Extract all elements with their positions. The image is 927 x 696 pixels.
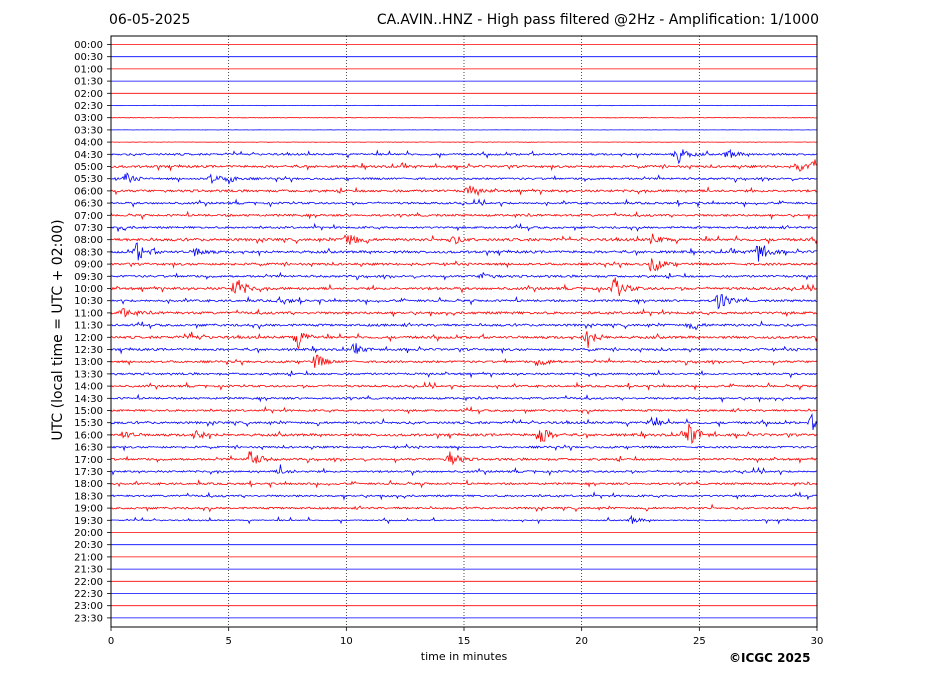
y-tick-label: 22:00 (74, 577, 103, 588)
y-tick-label: 14:00 (74, 382, 103, 393)
trace-1330 (110, 369, 818, 379)
y-tick-label: 09:00 (74, 260, 103, 271)
plot-frame (110, 35, 818, 628)
trace-1130 (110, 320, 817, 331)
y-tick-label: 02:00 (74, 89, 103, 100)
y-tick-label: 10:00 (74, 284, 103, 295)
y-tick-label: 20:30 (74, 540, 103, 551)
y-tick-label: 00:30 (74, 52, 103, 63)
y-tick-label: 08:00 (74, 235, 103, 246)
y-tick-label: 15:30 (74, 418, 103, 429)
y-tick-label: 07:30 (74, 223, 103, 234)
y-axis-label: UTC (local time = UTC + 02:00) (50, 219, 66, 441)
vertical-grid (228, 36, 700, 627)
trace-0600 (110, 185, 818, 197)
y-tick-label: 05:00 (74, 162, 103, 173)
y-tick-label: 01:00 (74, 64, 103, 75)
y-tick-label: 12:00 (74, 333, 103, 344)
y-tick-label: 20:00 (74, 528, 103, 539)
trace-0900 (110, 258, 818, 272)
x-tick-label: 30 (811, 636, 824, 647)
y-tick-label: 22:30 (74, 589, 103, 600)
y-tick-label: 16:30 (74, 443, 103, 454)
trace-1900 (110, 503, 818, 513)
trace-1300 (110, 354, 818, 368)
trace-0830 (110, 242, 818, 262)
y-tick-label: 23:30 (74, 613, 103, 624)
copyright-label: ©ICGC 2025 (729, 651, 811, 665)
y-tick-label: 19:00 (74, 504, 103, 515)
trace-0430 (110, 148, 818, 165)
y-tick-label: 15:00 (74, 406, 103, 417)
y-tick-label: 13:30 (74, 369, 103, 380)
trace-0800 (110, 233, 818, 245)
trace-1600 (110, 423, 818, 445)
trace-1530 (110, 412, 818, 431)
trace-0630 (110, 198, 818, 208)
trace-1930 (110, 514, 818, 525)
x-tick-label: 0 (108, 636, 114, 647)
y-tick-label: 17:30 (74, 467, 103, 478)
y-tick-label: 16:00 (74, 430, 103, 441)
y-tick-label: 01:30 (74, 77, 103, 88)
y-tick-label: 07:00 (74, 211, 103, 222)
x-tick-label: 15 (458, 636, 471, 647)
y-tick-label: 06:30 (74, 199, 103, 210)
y-tick-label: 02:30 (74, 101, 103, 112)
x-tick-label: 25 (693, 636, 706, 647)
y-tick-label: 18:00 (74, 479, 103, 490)
x-axis-label: time in minutes (420, 650, 508, 663)
trace-1400 (110, 381, 818, 391)
y-tick-label: 05:30 (74, 174, 103, 185)
y-tick-label: 12:30 (74, 345, 103, 356)
y-tick-label: 00:00 (74, 40, 103, 51)
y-tick-label: 10:30 (74, 296, 103, 307)
x-tick-label: 20 (575, 636, 588, 647)
trace-1500 (110, 405, 818, 415)
trace-0500 (111, 159, 817, 172)
x-tick-label: 10 (340, 636, 353, 647)
trace-0530 (110, 172, 818, 185)
x-axis: 0 5 10 15 20 25 30 (108, 627, 824, 647)
y-tick-label: 19:30 (74, 516, 103, 527)
trace-0930 (110, 271, 818, 281)
trace-0730 (110, 222, 818, 232)
y-tick-label: 09:30 (74, 272, 103, 283)
y-tick-label: 03:30 (74, 125, 103, 136)
trace-1730 (111, 464, 818, 477)
trace-1100 (110, 307, 818, 318)
y-tick-label: 03:00 (74, 113, 103, 124)
y-tick-label: 08:30 (74, 247, 103, 258)
y-tick-label: 17:00 (74, 455, 103, 466)
trace-1030 (110, 294, 818, 310)
y-tick-label: 06:00 (74, 186, 103, 197)
y-tick-label: 23:00 (74, 601, 103, 612)
date-label: 06-05-2025 (109, 12, 191, 28)
y-tick-label: 21:30 (74, 565, 103, 576)
trace-1630 (110, 443, 817, 452)
trace-0300 (110, 116, 818, 119)
trace-series (110, 44, 818, 619)
y-tick-label: 13:00 (74, 357, 103, 368)
y-tick-label: 18:30 (74, 491, 103, 502)
y-tick-label: 04:30 (74, 150, 103, 161)
trace-0700 (110, 210, 818, 221)
y-tick-label: 21:00 (74, 552, 103, 563)
chart-title: CA.AVIN..HNZ - High pass filtered @2Hz -… (376, 12, 819, 28)
trace-1230 (110, 343, 818, 355)
y-tick-label: 04:00 (74, 138, 103, 149)
trace-1430 (110, 393, 818, 404)
trace-1200 (110, 331, 818, 350)
y-tick-label: 14:30 (74, 394, 103, 405)
trace-1000 (110, 277, 818, 296)
y-tick-label: 11:30 (74, 321, 103, 332)
trace-1830 (110, 491, 818, 501)
trace-1800 (110, 479, 818, 489)
x-tick-label: 5 (225, 636, 231, 647)
y-tick-label: 11:00 (74, 308, 103, 319)
trace-1700 (111, 451, 818, 466)
